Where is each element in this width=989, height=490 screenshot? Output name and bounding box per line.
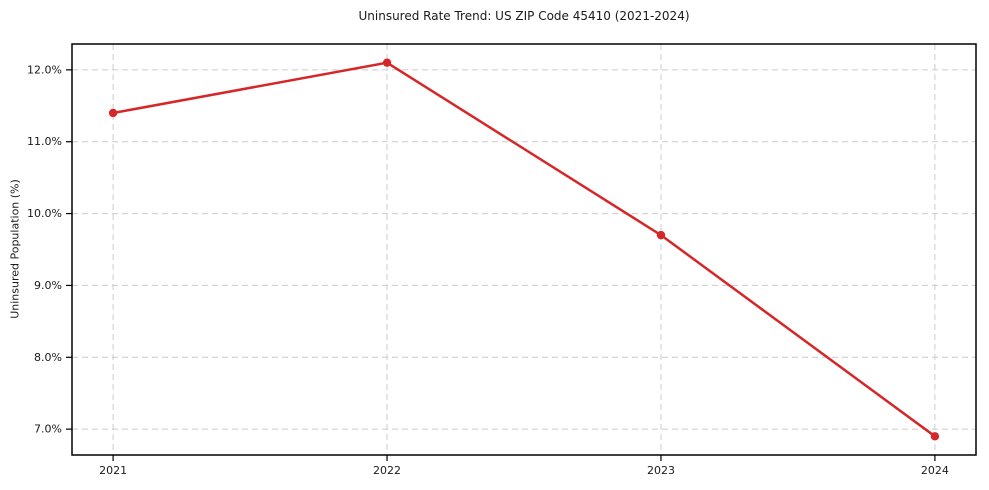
x-tick-label: 2023 (647, 464, 675, 477)
y-tick-label: 7.0% (34, 423, 62, 436)
y-tick-label: 10.0% (27, 207, 62, 220)
data-point (656, 230, 666, 240)
y-tick-label: 8.0% (34, 351, 62, 364)
y-tick-label: 12.0% (27, 63, 62, 76)
data-point (930, 432, 940, 441)
plot-border (71, 43, 977, 456)
y-tick-label: 11.0% (27, 135, 62, 148)
data-point (382, 58, 392, 67)
y-tick-label: 9.0% (34, 279, 62, 292)
x-tick-label: 2022 (373, 464, 401, 477)
x-tick-label: 2021 (99, 464, 127, 477)
chart-title: Uninsured Rate Trend: US ZIP Code 45410 … (358, 9, 690, 23)
x-tick-label: 2024 (921, 464, 949, 477)
trend-line (111, 61, 937, 438)
data-point (108, 108, 118, 118)
